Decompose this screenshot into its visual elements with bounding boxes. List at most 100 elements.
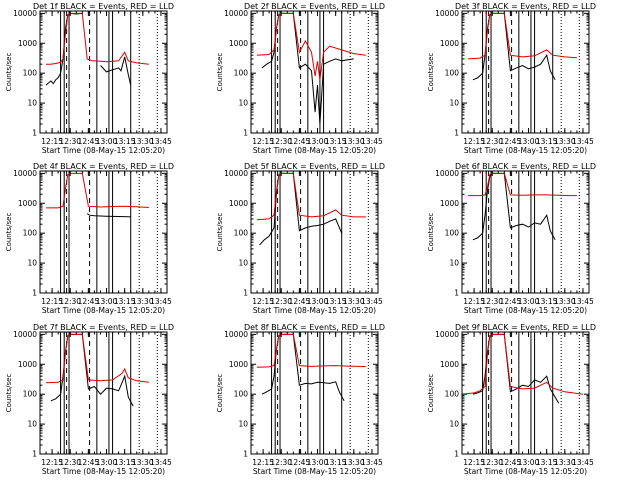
plot-frame <box>461 170 590 294</box>
x-tick-label: 12:45 <box>289 458 311 467</box>
x-tick-label: 13:30 <box>132 458 154 467</box>
x-tick-label: 12:45 <box>500 297 522 306</box>
x-tick-label: 13:15 <box>114 458 136 467</box>
x-tick-label: 13:45 <box>572 297 594 306</box>
y-axis-label: Counts/sec <box>5 374 13 413</box>
y-tick-label: 1000 <box>440 39 459 48</box>
detector-panel-2: 1 10 100 1000 10000 12:1512:3012:4513:0013:15… <box>216 2 385 155</box>
y-tick-label: 100 <box>234 69 249 78</box>
plot-frame <box>39 170 168 294</box>
y-tick-label: 1000 <box>229 360 248 369</box>
x-axis-label: Start Time (08-May-15 12:05:20) <box>253 467 376 476</box>
panel-title: Det 8f BLACK = Events, RED = LLD <box>244 323 385 332</box>
x-axis-label: Start Time (08-May-15 12:05:20) <box>42 467 165 476</box>
x-tick-label: 12:30 <box>270 297 292 306</box>
x-tick-label: 13:00 <box>96 297 118 306</box>
y-tick-label: 100 <box>23 69 38 78</box>
plot-frame <box>250 170 379 294</box>
y-tick-label: 1 <box>454 289 459 298</box>
series-lld <box>467 12 577 60</box>
y-tick-label: 1000 <box>440 199 459 208</box>
x-tick-label: 13:00 <box>518 458 540 467</box>
y-tick-label: 1 <box>243 450 248 459</box>
x-axis-label: Start Time (08-May-15 12:05:20) <box>464 467 587 476</box>
x-tick-label: 12:45 <box>500 458 522 467</box>
series-lld <box>468 172 577 197</box>
series-events <box>259 172 343 246</box>
detector-panel-5: 1 10 100 1000 10000 12:1512:3012:4513:0013:15… <box>216 162 385 315</box>
y-tick-label: 100 <box>234 229 249 238</box>
plot-frame <box>250 331 379 455</box>
y-tick-label: 10000 <box>224 330 248 339</box>
x-axis-label: Start Time (08-May-15 12:05:20) <box>42 146 165 155</box>
y-tick-label: 1 <box>243 129 248 138</box>
x-tick-label: 12:30 <box>270 137 292 146</box>
y-axis-label: Counts/sec <box>427 213 435 252</box>
x-tick-label: 13:00 <box>307 137 329 146</box>
x-tick-label: 12:30 <box>59 297 81 306</box>
y-tick-label: 100 <box>445 229 460 238</box>
x-tick-label: 13:00 <box>96 137 118 146</box>
x-tick-label: 13:45 <box>150 458 172 467</box>
y-tick-label: 10000 <box>13 9 37 18</box>
plot-frame <box>461 331 590 455</box>
x-tick-label: 12:15 <box>463 137 485 146</box>
series-events <box>86 213 131 218</box>
panel-title: Det 1f BLACK = Events, RED = LLD <box>33 2 174 11</box>
y-tick-label: 10000 <box>435 169 459 178</box>
y-axis-label: Counts/sec <box>216 213 224 252</box>
x-tick-label: 13:45 <box>361 137 383 146</box>
y-tick-label: 10 <box>449 99 459 108</box>
x-axis-label: Start Time (08-May-15 12:05:20) <box>464 146 587 155</box>
y-tick-label: 10 <box>449 259 459 268</box>
x-tick-label: 12:45 <box>289 297 311 306</box>
x-tick-label: 13:15 <box>325 297 347 306</box>
x-tick-label: 12:30 <box>481 458 503 467</box>
series-lld <box>46 172 149 209</box>
y-tick-label: 10000 <box>435 330 459 339</box>
panel-title: Det 5f BLACK = Events, RED = LLD <box>244 162 385 171</box>
y-tick-label: 1000 <box>440 360 459 369</box>
x-tick-label: 13:30 <box>132 137 154 146</box>
detector-panel-7: 1 10 100 1000 10000 12:1512:3012:4513:0013:15… <box>5 323 174 476</box>
y-tick-label: 1 <box>454 129 459 138</box>
y-tick-label: 10 <box>27 99 37 108</box>
x-tick-label: 12:45 <box>500 137 522 146</box>
x-tick-label: 13:15 <box>536 297 558 306</box>
x-tick-label: 12:15 <box>41 137 63 146</box>
y-tick-label: 1 <box>32 129 37 138</box>
series-events <box>472 333 560 404</box>
x-tick-label: 13:00 <box>307 458 329 467</box>
x-tick-label: 12:15 <box>463 297 485 306</box>
y-axis-label: Counts/sec <box>427 53 435 92</box>
series-events <box>45 12 132 86</box>
y-tick-label: 1000 <box>18 360 37 369</box>
x-tick-label: 13:15 <box>325 137 347 146</box>
series-events <box>50 333 134 407</box>
x-tick-label: 12:15 <box>252 137 274 146</box>
y-tick-label: 100 <box>23 229 38 238</box>
y-tick-label: 10000 <box>224 9 248 18</box>
y-tick-label: 10000 <box>224 169 248 178</box>
panel-title: Det 3f BLACK = Events, RED = LLD <box>455 2 596 11</box>
y-tick-label: 1 <box>454 450 459 459</box>
plot-frame <box>250 10 379 134</box>
detector-panel-8: 1 10 100 1000 10000 12:1512:3012:4513:0013:15… <box>216 323 385 476</box>
y-tick-label: 10000 <box>435 9 459 18</box>
x-tick-label: 13:30 <box>554 458 576 467</box>
x-tick-label: 13:45 <box>361 297 383 306</box>
x-axis-label: Start Time (08-May-15 12:05:20) <box>253 146 376 155</box>
x-tick-label: 12:30 <box>59 458 81 467</box>
x-tick-label: 12:45 <box>78 297 100 306</box>
x-tick-label: 12:15 <box>252 458 274 467</box>
y-axis-label: Counts/sec <box>5 213 13 252</box>
detector-panel-3: 1 10 100 1000 10000 12:1512:3012:4513:0013:15… <box>427 2 596 155</box>
y-tick-label: 1 <box>32 289 37 298</box>
x-tick-label: 13:30 <box>343 297 365 306</box>
series-lld <box>45 333 149 384</box>
y-tick-label: 1 <box>32 450 37 459</box>
y-tick-label: 100 <box>445 390 460 399</box>
x-axis-label: Start Time (08-May-15 12:05:20) <box>464 306 587 315</box>
y-tick-label: 1000 <box>18 199 37 208</box>
